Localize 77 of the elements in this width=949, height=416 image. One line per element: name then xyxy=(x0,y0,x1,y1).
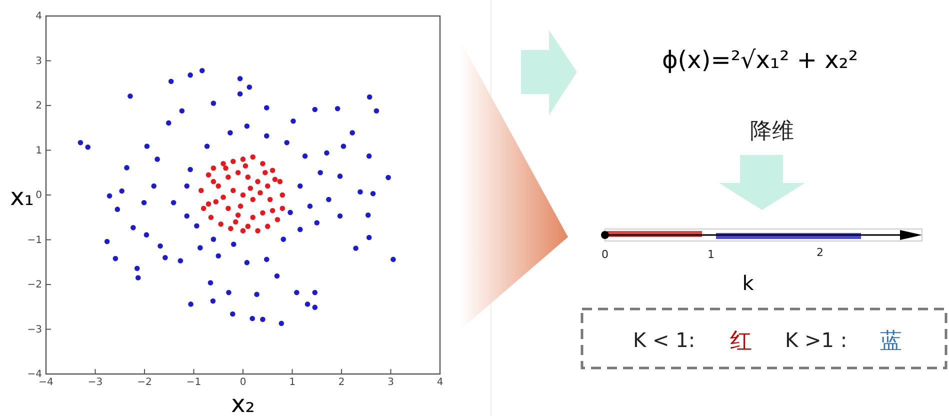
point xyxy=(248,186,254,191)
text: 1 xyxy=(708,248,714,261)
point xyxy=(264,224,270,229)
point xyxy=(226,174,231,180)
point xyxy=(200,206,206,212)
point xyxy=(255,228,260,234)
point xyxy=(235,170,241,176)
point xyxy=(272,176,278,182)
x-tick-label: 2 xyxy=(338,377,345,388)
point xyxy=(210,166,216,171)
text: ϕ(x)=²√x₁² + x₂² xyxy=(662,46,858,74)
point xyxy=(220,194,226,200)
text: K < 1: xyxy=(633,328,696,352)
point xyxy=(250,154,256,160)
point xyxy=(280,192,286,198)
point xyxy=(228,226,234,232)
point xyxy=(206,172,212,178)
point xyxy=(206,201,212,207)
text: 2 xyxy=(816,246,824,259)
point xyxy=(262,170,268,176)
x-tick-label: 4 xyxy=(436,377,444,388)
text: 蓝 xyxy=(880,329,902,354)
y-tick-label: −3 xyxy=(27,324,42,336)
point xyxy=(245,224,251,229)
point xyxy=(250,214,256,220)
y-tick-label: 0 xyxy=(36,190,42,202)
point xyxy=(235,212,241,218)
point xyxy=(260,210,266,216)
point xyxy=(230,158,236,164)
point xyxy=(198,188,204,194)
y-tick-label: −1 xyxy=(27,234,42,246)
text: k xyxy=(742,271,754,295)
point xyxy=(250,196,256,202)
x-tick-label: 0 xyxy=(240,377,246,388)
y-tick-label: 1 xyxy=(36,145,42,156)
x-tick-label: −3 xyxy=(88,377,103,388)
x-axis-title: x₂ xyxy=(231,390,255,416)
text: 降维 xyxy=(750,119,794,144)
x-tick-label: 3 xyxy=(388,377,394,388)
point xyxy=(270,208,276,214)
x-tick-label: 1 xyxy=(289,377,296,388)
point xyxy=(242,163,248,169)
point xyxy=(226,206,231,212)
point xyxy=(230,188,236,194)
point xyxy=(240,192,246,198)
point xyxy=(223,166,228,171)
x-tick-label: −1 xyxy=(186,377,202,388)
y-tick-label: 4 xyxy=(36,11,42,22)
point xyxy=(240,228,246,234)
point xyxy=(238,204,244,209)
y-tick-label: −2 xyxy=(27,280,42,291)
text: K >1 : xyxy=(785,328,848,352)
point xyxy=(280,206,286,212)
x-tick-label: −2 xyxy=(137,377,152,388)
text: 0 xyxy=(602,248,608,261)
y-tick-label: 3 xyxy=(36,56,42,67)
point xyxy=(264,183,270,189)
point xyxy=(255,178,260,184)
point xyxy=(240,156,246,162)
point xyxy=(258,190,263,196)
point xyxy=(277,178,283,184)
point xyxy=(213,199,219,204)
text: 红 xyxy=(730,329,752,354)
point xyxy=(274,216,280,222)
point xyxy=(260,161,266,166)
y-tick-label: 2 xyxy=(36,100,42,112)
point xyxy=(267,196,273,202)
y-axis-title: x₁ xyxy=(10,183,34,211)
point xyxy=(220,161,226,166)
point xyxy=(232,219,238,224)
point xyxy=(218,221,224,227)
point xyxy=(270,168,276,174)
point xyxy=(216,183,222,189)
point xyxy=(210,178,216,184)
point xyxy=(208,214,214,220)
point xyxy=(245,174,251,180)
y-tick-label: −4 xyxy=(27,369,42,380)
